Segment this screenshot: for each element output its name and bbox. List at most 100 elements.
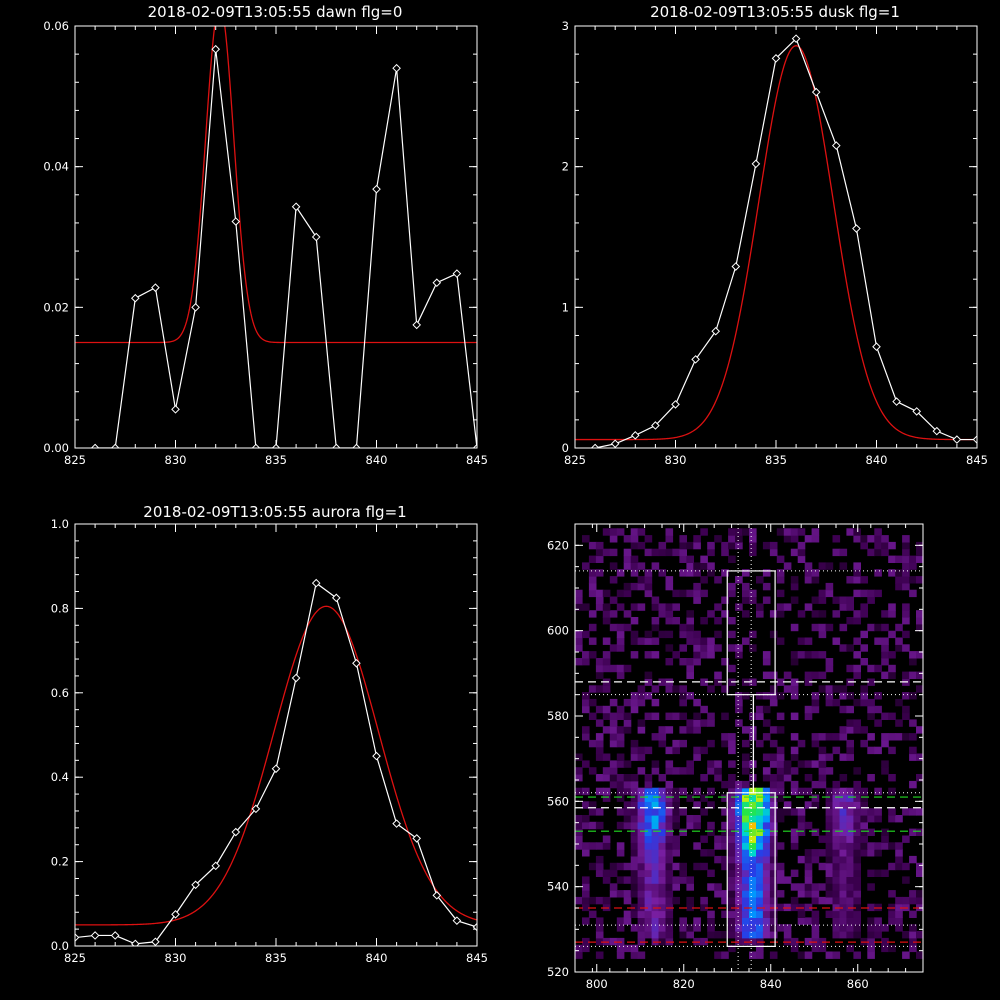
heatmap-region-box — [726, 570, 776, 696]
heatmap-pixel — [749, 835, 757, 843]
heatmap-pixel — [762, 855, 771, 864]
dusk-ytick-label: 0 — [562, 441, 569, 455]
heatmap-pixel — [728, 528, 736, 536]
heatmap-pixel — [825, 910, 834, 918]
heatmap-pixel — [776, 726, 785, 734]
heatmap-pixel — [902, 617, 910, 625]
heatmap-pixel — [769, 815, 778, 823]
heatmap-pixel — [832, 849, 841, 857]
heatmap-pixel — [902, 610, 910, 618]
heatmap-pixel — [595, 746, 604, 755]
heatmap-pixel — [644, 903, 653, 912]
heatmap-pixel — [728, 835, 736, 843]
heatmap-pixel — [582, 630, 590, 639]
heatmap-pixel — [776, 808, 785, 816]
heatmap-pixel — [846, 876, 854, 884]
heatmap-pixel — [769, 780, 778, 789]
heatmap-pixel — [735, 815, 743, 823]
heatmap-pixel — [714, 535, 722, 543]
heatmap-pixel — [846, 855, 854, 864]
heatmap-pixel — [749, 828, 757, 836]
heatmap-pixel — [637, 562, 646, 570]
heatmap-pixel — [769, 828, 778, 836]
heatmap-pixel — [630, 883, 639, 891]
heatmap-pixel — [825, 883, 834, 891]
heatmap-pixel — [735, 576, 743, 584]
heatmap-pixel — [609, 862, 618, 871]
heatmap-pixel — [637, 603, 646, 611]
heatmap-pixel — [658, 815, 667, 823]
heatmap-pixel — [839, 849, 848, 857]
heatmap-pixel — [644, 712, 653, 720]
heatmap-pixel — [665, 869, 674, 877]
heatmap-pixel — [749, 890, 757, 898]
heatmap-pixel — [860, 610, 868, 618]
heatmap-pixel — [630, 835, 639, 843]
heatmap-pixel — [762, 828, 771, 836]
heatmap-pixel — [735, 794, 743, 802]
heatmap-pixel — [749, 630, 757, 639]
heatmap-pixel — [623, 589, 632, 598]
heatmap-pixel — [846, 815, 854, 823]
heatmap-pixel — [769, 808, 778, 816]
heatmap-pixel — [735, 821, 743, 830]
heatmap-pixel — [916, 610, 924, 618]
heatmap-pixel — [686, 931, 694, 939]
heatmap-pixel — [902, 535, 910, 543]
heatmap-pixel — [832, 890, 841, 898]
heatmap-pixel — [909, 589, 917, 598]
heatmap-pixel — [818, 944, 827, 953]
heatmap-pixel — [637, 883, 646, 891]
heatmap-pixel — [797, 541, 806, 550]
heatmap-pixel — [846, 576, 854, 584]
heatmap-pixel — [853, 617, 861, 625]
heatmap-pixel — [811, 917, 820, 925]
heatmap-pixel — [630, 698, 639, 707]
heatmap-pixel — [804, 603, 813, 611]
heatmap-pixel — [762, 753, 771, 761]
heatmap-pixel — [721, 569, 729, 577]
aurora-ytick-label: 0.0 — [51, 939, 69, 953]
heatmap-pixel — [679, 712, 687, 720]
heatmap-pixel — [790, 692, 799, 700]
heatmap-pixel — [804, 637, 813, 645]
heatmap-pixel — [846, 828, 854, 836]
heatmap-pixel — [651, 562, 660, 570]
heatmap-pixel — [874, 849, 882, 857]
heatmap-pixel — [769, 548, 778, 557]
heatmap-pixel — [735, 541, 743, 550]
heatmap-pixel — [679, 808, 687, 816]
heatmap-pixel — [853, 917, 861, 925]
heatmap-pixel — [762, 910, 771, 918]
heatmap-pixel — [867, 733, 875, 741]
heatmap-pixel — [902, 733, 910, 741]
heatmap-pixel — [811, 651, 820, 659]
heatmap-pixel — [902, 862, 910, 871]
dusk-data-point — [711, 326, 721, 336]
heatmap-pixel — [888, 712, 896, 720]
heatmap-pixel — [742, 855, 750, 864]
heatmap-pixel — [582, 787, 590, 796]
heatmap-pixel — [811, 794, 820, 802]
heatmap-pixel — [783, 760, 792, 768]
heatmap-pixel — [742, 821, 750, 830]
heatmap-pixel — [846, 842, 854, 850]
heatmap-pixel — [888, 651, 896, 659]
heatmap-pixel — [853, 576, 861, 584]
heatmap-pixel — [728, 555, 736, 563]
heatmap-pixel — [902, 548, 910, 557]
heatmap-pixel — [714, 774, 722, 782]
dawn-data-point — [211, 44, 221, 54]
heatmap-pixel — [735, 780, 743, 789]
heatmap-pixel — [895, 733, 903, 741]
heatmap-pixel — [630, 739, 639, 748]
heatmap-pixel — [735, 924, 743, 932]
heatmap-pixel — [825, 562, 834, 570]
heatmap-pixel — [756, 712, 764, 720]
heatmap-pixel — [700, 576, 708, 584]
heatmap-pixel — [609, 760, 618, 768]
heatmap-pixel — [651, 910, 660, 918]
heatmap-pixel — [769, 787, 778, 796]
heatmap-pixel — [630, 603, 639, 611]
heatmap-pixel — [637, 794, 646, 802]
